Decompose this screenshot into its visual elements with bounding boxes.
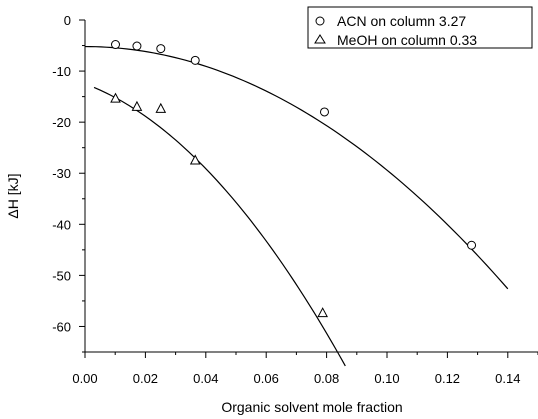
data-point-acn <box>190 55 200 65</box>
x-tick-label: 0.04 <box>193 371 218 386</box>
y-tick-label: -30 <box>52 166 71 181</box>
fit-line-meoh <box>93 86 346 367</box>
data-point-meoh <box>110 92 121 103</box>
x-tick-label: 0.00 <box>72 371 97 386</box>
x-tick-label: 0.12 <box>435 371 460 386</box>
y-tick-label: -20 <box>52 115 71 130</box>
legend-label-acn: ACN on column 3.27 <box>337 13 466 29</box>
data-point-meoh <box>131 100 143 111</box>
legend-label-meoh: MeOH on column 0.33 <box>337 32 477 48</box>
x-tick-label: 0.10 <box>374 371 399 386</box>
legend-box <box>307 6 533 49</box>
y-tick-label: 0 <box>64 13 71 28</box>
y-tick-label: -40 <box>52 217 71 232</box>
data-point-meoh <box>189 154 201 165</box>
fit-lines <box>84 45 509 367</box>
x-axis-title: Organic solvent mole fraction <box>221 399 402 415</box>
markers <box>110 40 477 318</box>
data-point-acn <box>156 44 166 54</box>
x-tick-label: 0.06 <box>254 371 279 386</box>
x-tick-label: 0.08 <box>314 371 339 386</box>
fit-line-acn <box>84 45 509 290</box>
x-tick-label: 0.14 <box>495 371 520 386</box>
y-tick-label: -50 <box>52 268 71 283</box>
legend-marker-triangle <box>314 34 326 44</box>
legend: ACN on column 3.27 MeOH on column 0.33 <box>307 6 533 49</box>
data-point-acn <box>111 40 121 50</box>
ticks: 0.00 0.02 0.04 0.06 0.08 0.10 0.12 0.14 0 -10 -20 -… <box>52 13 538 386</box>
data-point-acn <box>132 41 142 51</box>
data-point-acn <box>467 240 477 250</box>
data-point-meoh <box>317 307 329 318</box>
y-tick-label: -10 <box>52 64 71 79</box>
data-point-acn <box>319 107 329 117</box>
y-tick-label: -60 <box>52 319 71 334</box>
plot-frame <box>84 20 538 353</box>
x-tick-label: 0.02 <box>133 371 158 386</box>
data-point-meoh <box>155 102 167 113</box>
y-axis-title: ΔH [kJ] <box>5 173 21 218</box>
legend-marker-circle <box>315 16 325 26</box>
